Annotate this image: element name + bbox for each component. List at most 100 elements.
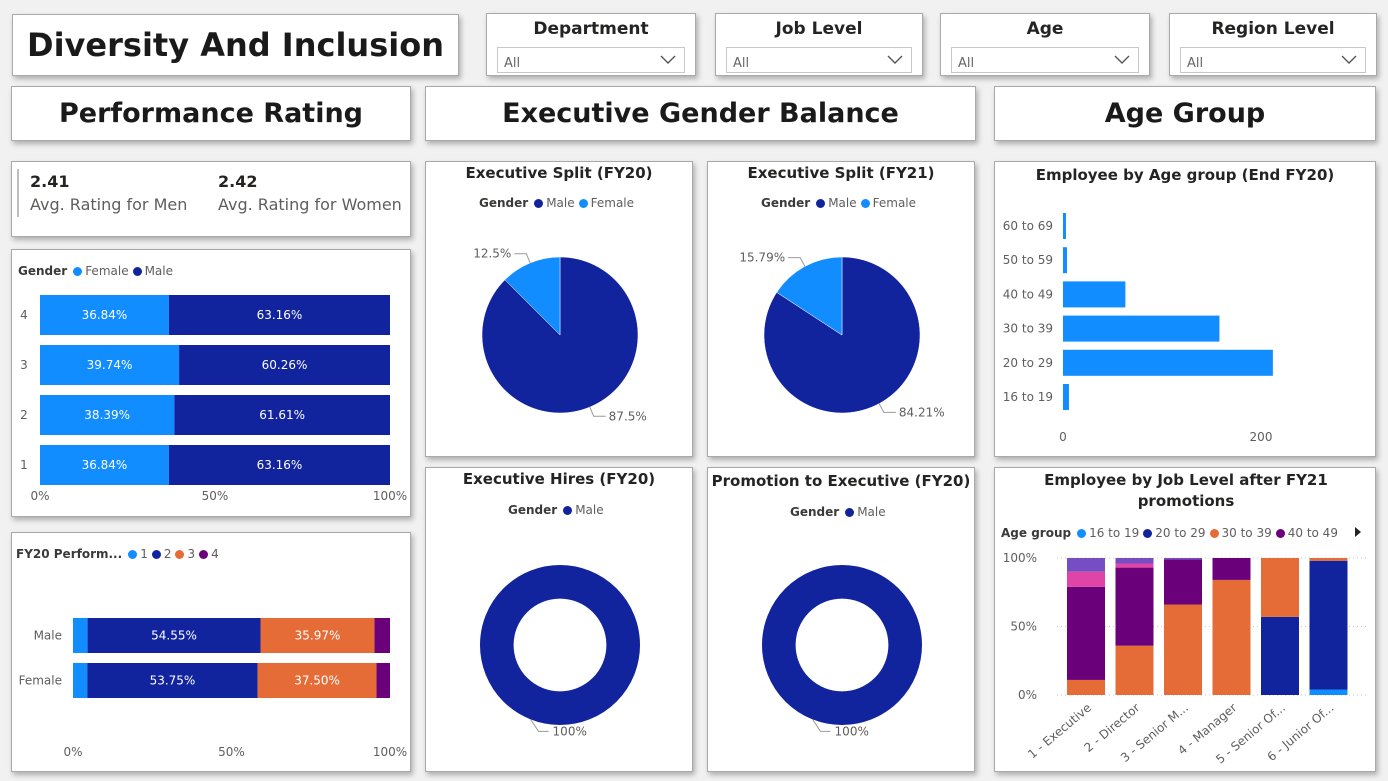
x-tick-label: 100% [373, 745, 407, 759]
region-level-dropdown[interactable]: All [1180, 47, 1366, 73]
x-tick-label: 0% [30, 489, 49, 503]
legend-item-20-29[interactable]: 20 to 29 [1143, 526, 1206, 540]
job-level-selected-value: All [733, 56, 750, 71]
legend-label: Female [590, 196, 635, 210]
rating-gender-chart-card: Gender Female Male 4 36.84% 63.16% 3 39.74% 6… [11, 249, 411, 517]
legend-label: 30 to 39 [1221, 526, 1272, 540]
legend-label: 3 [187, 547, 196, 561]
data-label: 87.5% [609, 409, 647, 423]
legend-item-male[interactable]: Male [132, 264, 174, 278]
y-tick-label: 0% [1018, 688, 1037, 702]
column-segment [1115, 567, 1154, 646]
kpi-accent-bar [17, 169, 19, 217]
age-slicer[interactable]: Age All [940, 13, 1150, 76]
kpi-women-label: Avg. Rating for Women [218, 195, 402, 214]
legend-dot [1209, 528, 1219, 538]
category-label: 40 to 49 [1003, 287, 1053, 301]
fy20-performance-chart-card: FY20 Perform... 1 2 3 4 Male 54.55% 35.97%… [11, 532, 411, 772]
legend-title: FY20 Perform... [16, 547, 123, 561]
legend-item-16-19[interactable]: 16 to 19 [1077, 526, 1139, 540]
data-label: 36.84% [82, 458, 128, 472]
bar-segment [40, 445, 169, 485]
chart-title: Employee by Age group (End FY20) [1035, 166, 1335, 184]
section-title: Performance Rating [58, 98, 364, 129]
bar-segment [40, 295, 169, 335]
x-tick-label: 0% [63, 745, 82, 759]
department-slicer[interactable]: Department All [486, 13, 696, 76]
column-segment [1164, 558, 1202, 560]
bar-segment [73, 663, 88, 698]
legend-item-1[interactable]: 1 [128, 547, 148, 561]
legend-dot [860, 198, 870, 208]
leader-line [812, 719, 831, 732]
bar [1063, 281, 1126, 308]
department-dropdown[interactable]: All [497, 47, 685, 73]
x-tick-label: 50% [218, 745, 245, 759]
legend-item-3[interactable]: 3 [175, 547, 195, 561]
kpi-women-value: 2.42 [218, 172, 258, 191]
data-label: 61.61% [259, 408, 305, 422]
chart-title: Promotion to Executive (FY20) [711, 472, 971, 490]
x-tick-label: 50% [202, 489, 229, 503]
data-label: 53.75% [150, 674, 196, 688]
promotion-exec-fy20-legend: Gender Male [790, 505, 890, 519]
legend-item-male[interactable]: Male [534, 196, 575, 210]
promotion-exec-fy20-card: Promotion to Executive (FY20) Gender Mal… [707, 467, 975, 772]
legend-dot [1077, 528, 1087, 538]
chevron-down-icon [1114, 55, 1130, 64]
legend-dot [534, 198, 544, 208]
legend-label: Male [144, 264, 174, 278]
category-label: 4 [20, 308, 28, 322]
legend-next-arrow-icon[interactable] [1353, 526, 1363, 538]
column-segment [1067, 586, 1105, 680]
age-dropdown[interactable]: All [951, 47, 1139, 73]
column-segment [1115, 558, 1154, 564]
bar-segment [73, 618, 88, 653]
legend-item-4[interactable]: 4 [199, 547, 219, 561]
column-segment [1164, 604, 1202, 695]
legend-item-40-49[interactable]: 40 to 49 [1275, 526, 1338, 540]
legend-item-female[interactable]: Female [578, 196, 635, 210]
bar-segment [179, 345, 390, 385]
legend-label: 20 to 29 [1155, 526, 1206, 540]
bar [1063, 247, 1067, 274]
legend-dot [128, 549, 138, 559]
legend-item-male[interactable]: Male [563, 503, 604, 517]
category-label: 1 - Executive [1025, 701, 1094, 762]
legend-label: Male [857, 505, 886, 519]
job-level-dropdown[interactable]: All [726, 47, 912, 73]
bar-segment [168, 445, 390, 485]
legend-title: Gender [761, 196, 811, 210]
category-label: 60 to 69 [1003, 219, 1053, 233]
dashboard-title: Diversity And Inclusion [27, 26, 444, 64]
legend-dot [1143, 528, 1153, 538]
leader-line [530, 719, 549, 732]
data-label: 36.84% [82, 308, 128, 322]
legend-dot [563, 505, 573, 515]
legend-dot [1275, 528, 1285, 538]
legend-item-male[interactable]: Male [845, 505, 886, 519]
data-label: 37.50% [294, 674, 340, 688]
x-tick-label: 100% [373, 489, 407, 503]
bar-segment [40, 395, 175, 435]
legend-label: Male [546, 196, 575, 210]
column-segment [1309, 689, 1348, 695]
job-level-slicer[interactable]: Job Level All [715, 13, 923, 76]
kpi-men-label: Avg. Rating for Men [30, 195, 188, 214]
data-label: 100% [553, 724, 587, 738]
data-label: 63.16% [257, 308, 303, 322]
legend-item-2[interactable]: 2 [151, 547, 171, 561]
region-level-slicer[interactable]: Region Level All [1169, 13, 1377, 76]
legend-item-female[interactable]: Female [73, 264, 129, 278]
legend-item-30-39[interactable]: 30 to 39 [1209, 526, 1272, 540]
chart-title: Executive Split (FY20) [465, 164, 653, 182]
promotion-exec-fy20-donut: 100% [762, 565, 923, 738]
legend-title: Age group [1001, 526, 1072, 540]
legend-dot [151, 549, 161, 559]
legend-item-male[interactable]: Male [816, 196, 857, 210]
legend-item-female[interactable]: Female [860, 196, 916, 210]
column-segment [1115, 645, 1154, 695]
rating-gender-bar-chart: 4 36.84% 63.16% 3 39.74% 60.26% 2 38.39% 61.61% 1… [20, 295, 407, 503]
data-label: 38.39% [84, 408, 130, 422]
